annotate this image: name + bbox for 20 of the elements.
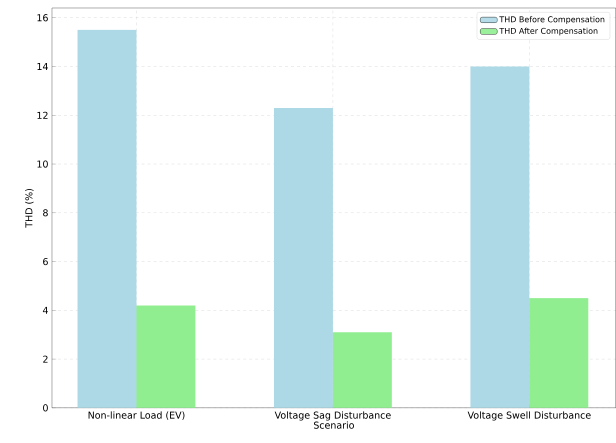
y-axis-title: THD (%) [25, 189, 34, 228]
x-axis-title: Scenario [314, 421, 354, 429]
x-tick-label: Voltage Sag Disturbance [274, 411, 391, 421]
bar [529, 298, 588, 408]
y-tick-label: 0 [43, 404, 48, 412]
y-tick-label: 8 [43, 209, 48, 216]
bar [332, 332, 392, 408]
y-tick-label: 6 [43, 258, 48, 266]
bar [78, 30, 136, 408]
y-tick-label: 10 [37, 160, 48, 168]
y-tick-label: 16 [37, 14, 48, 22]
bar [274, 108, 333, 408]
y-tick-label: 12 [37, 112, 48, 119]
bar [470, 66, 530, 408]
x-tick-label: Non-linear Load (EV) [88, 411, 184, 420]
y-tick-label: 4 [42, 306, 48, 314]
y-tick-label: 14 [37, 63, 48, 70]
y-tick-label: 2 [43, 356, 48, 363]
bar [136, 306, 196, 408]
x-tick-label: Voltage Swell Disturbance [468, 411, 591, 421]
